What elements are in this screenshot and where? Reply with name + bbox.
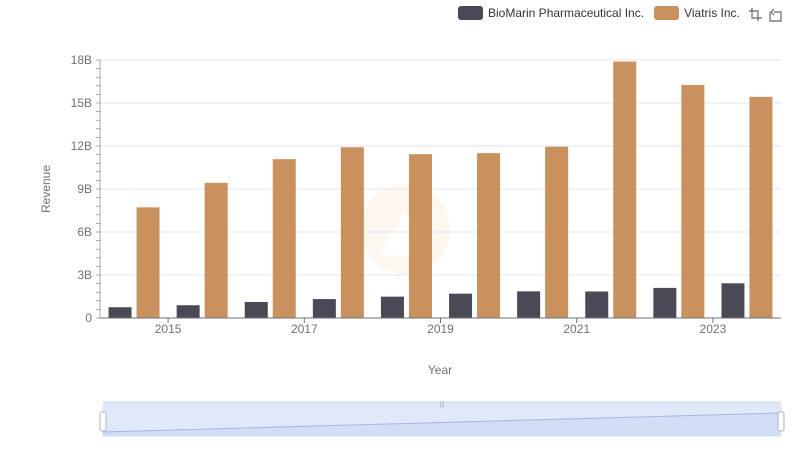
x-tick-label: 2017	[291, 322, 318, 336]
grid-lines	[100, 59, 781, 276]
data-zoom-grip-icon: |||	[440, 402, 445, 408]
y-tick-label: 0	[85, 311, 92, 325]
y-tick-label: 12B	[71, 139, 92, 153]
x-axis-title: Year	[428, 363, 452, 377]
bar-biomarin-2022[interactable]	[653, 287, 677, 318]
bars	[108, 61, 773, 319]
bar-biomarin-2017[interactable]	[312, 299, 336, 318]
legend-item-biomarin[interactable]: BioMarin Pharmaceutical Inc.	[458, 6, 644, 20]
data-zoom-selected-range[interactable]	[103, 407, 781, 436]
legend-label-biomarin: BioMarin Pharmaceutical Inc.	[488, 6, 645, 20]
x-tick-label: 2015	[155, 322, 182, 336]
data-zoom-preview-area	[103, 413, 781, 436]
y-tick-label: 15B	[71, 96, 92, 110]
bar-viatris-2019[interactable]	[477, 153, 501, 318]
legend-label-viatris: Viatris Inc.	[684, 6, 740, 20]
watermark-logo	[360, 184, 450, 274]
bar-biomarin-2023[interactable]	[721, 283, 745, 318]
bar-viatris-2023[interactable]	[749, 96, 773, 318]
data-zoom-move-handle[interactable]	[103, 401, 781, 407]
bar-viatris-2022[interactable]	[681, 84, 705, 318]
x-axis: 2015 2017 2019 2021 2023	[100, 317, 781, 336]
bar-biomarin-2020[interactable]	[517, 291, 541, 318]
x-tick-label: 2023	[700, 322, 727, 336]
bar-biomarin-2021[interactable]	[585, 291, 609, 318]
x-tick-label: 2021	[563, 322, 590, 336]
bar-viatris-2016[interactable]	[272, 159, 296, 318]
bar-biomarin-2016[interactable]	[244, 301, 268, 318]
bar-biomarin-2015[interactable]	[176, 305, 200, 318]
restore-icon[interactable]	[766, 6, 784, 24]
legend-swatch-biomarin	[458, 6, 483, 20]
y-tick-label: 3B	[77, 268, 92, 282]
legend-swatch-viatris	[654, 6, 680, 20]
y-axis-ticks: 0 3B 6B 9B 12B 15B 18B	[71, 53, 101, 325]
legend: BioMarin Pharmaceutical Inc. Viatris Inc…	[458, 4, 750, 22]
data-zoom-right-handle[interactable]	[777, 411, 785, 432]
toolbox	[746, 6, 786, 24]
bar-viatris-2014[interactable]	[136, 207, 160, 318]
data-zoom-slider[interactable]: |||	[99, 401, 785, 437]
y-axis-title: Revenue	[39, 165, 53, 213]
bar-viatris-2017[interactable]	[340, 147, 364, 318]
y-tick-label: 18B	[71, 53, 92, 67]
bar-viatris-2018[interactable]	[408, 154, 432, 318]
legend-item-viatris[interactable]: Viatris Inc.	[654, 6, 740, 20]
bar-viatris-2015[interactable]	[204, 182, 228, 318]
data-zoom-preview-line	[102, 412, 782, 433]
y-tick-label: 6B	[77, 225, 92, 239]
y-tick-label: 9B	[77, 182, 92, 196]
bar-viatris-2021[interactable]	[613, 61, 637, 319]
bar-biomarin-2018[interactable]	[380, 296, 404, 318]
bar-viatris-2020[interactable]	[545, 146, 569, 318]
x-tick-label: 2019	[427, 322, 454, 336]
bar-biomarin-2014[interactable]	[108, 307, 132, 318]
zoom-icon[interactable]	[746, 6, 764, 24]
data-zoom-left-handle[interactable]	[99, 411, 107, 432]
bar-biomarin-2019[interactable]	[449, 293, 473, 318]
